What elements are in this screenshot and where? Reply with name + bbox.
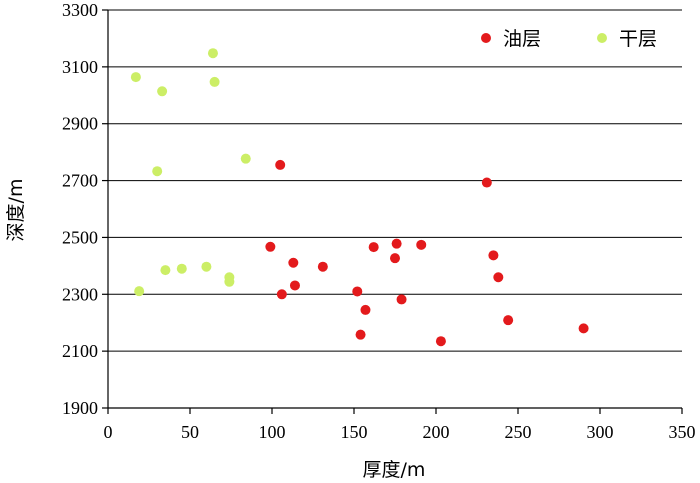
- data-points: [130, 48, 589, 347]
- y-axis-title: 深度/m: [5, 179, 27, 242]
- dry-layer-point: [209, 76, 220, 87]
- dry-layer-point: [176, 263, 187, 274]
- dry-layer-point: [157, 86, 168, 97]
- oil-layer-point: [481, 177, 492, 188]
- x-tick-label: 250: [505, 422, 532, 442]
- oil-layer-point: [396, 294, 407, 305]
- oil-layer-point: [289, 280, 300, 291]
- y-tick-label: 1900: [62, 398, 98, 418]
- y-tick-label: 3300: [62, 0, 98, 20]
- x-tick-label: 0: [104, 422, 113, 442]
- legend: 油层 干层: [481, 28, 657, 50]
- gridlines: [108, 9, 682, 409]
- oil-layer-point: [391, 238, 402, 249]
- oil-layer-point: [368, 242, 379, 253]
- y-tick-label: 2700: [62, 171, 98, 191]
- legend-marker: [481, 33, 491, 43]
- oil-layer-point: [360, 304, 371, 315]
- y-tick-label: 2100: [62, 341, 98, 361]
- x-tick-label: 100: [259, 422, 286, 442]
- oil-layer-point: [416, 239, 427, 250]
- oil-layer-point: [493, 272, 504, 283]
- dry-layer-point: [130, 72, 141, 83]
- dry-layer-point: [134, 286, 145, 297]
- y-tick-label: 3100: [62, 57, 98, 77]
- y-tick-label: 2500: [62, 227, 98, 247]
- oil-layer-point: [352, 286, 363, 297]
- oil-layer-point: [276, 289, 287, 300]
- y-tick-label: 2900: [62, 114, 98, 134]
- x-tick-label: 150: [341, 422, 368, 442]
- dry-layer-point: [160, 265, 171, 276]
- oil-layer-point: [578, 323, 589, 334]
- x-axis-title: 厚度/m: [363, 459, 426, 481]
- oil-layer-point: [265, 241, 276, 252]
- oil-layer-point: [390, 253, 400, 264]
- dry-layer-point: [224, 276, 235, 287]
- x-tick-label: 50: [181, 422, 199, 442]
- x-tick-label: 350: [669, 422, 696, 442]
- oil-layer-point: [317, 261, 328, 272]
- dry-layer-point: [240, 153, 251, 164]
- y-tick-label: 2300: [62, 284, 98, 304]
- axes: 1900 2100 2300 2500 2700 2900 3100 3300 0 50 100 15…: [62, 0, 696, 442]
- legend-marker: [597, 33, 607, 43]
- x-tick-label: 300: [587, 422, 614, 442]
- oil-layer-point: [435, 336, 446, 347]
- dry-layer-point: [152, 166, 163, 177]
- dry-layer-point: [201, 261, 212, 272]
- oil-layer-point: [288, 257, 299, 268]
- dry-layer-point: [207, 48, 218, 59]
- oil-layer-point: [275, 159, 286, 170]
- legend-label: 干层: [619, 28, 657, 50]
- x-tick-label: 200: [423, 422, 450, 442]
- oil-layer-point: [488, 250, 499, 261]
- oil-layer-point: [503, 315, 514, 326]
- legend-label: 油层: [503, 28, 541, 50]
- oil-layer-point: [355, 329, 366, 340]
